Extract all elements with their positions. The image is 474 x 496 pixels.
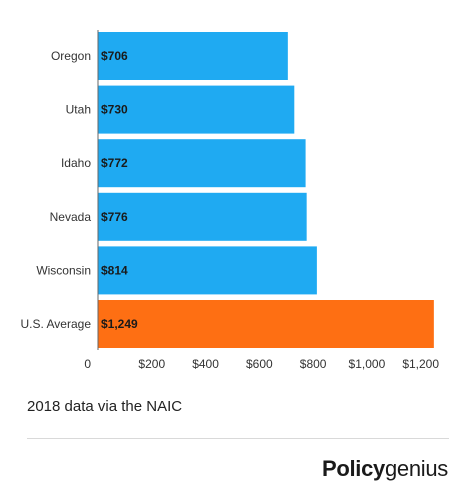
category-label: U.S. Average [21,317,92,331]
category-label: Oregon [51,49,91,63]
value-label: $814 [101,263,128,277]
x-tick-label: $200 [138,357,165,371]
category-label: Utah [66,103,91,117]
bar-nevada [98,192,307,241]
logo-part-genius: genius [384,456,448,481]
value-label: $772 [101,156,128,170]
category-label: Nevada [50,210,92,224]
bar-wisconsin [98,246,317,295]
footer-divider [27,438,449,439]
category-label: Wisconsin [36,263,91,277]
bar-chart: Oregon $706 Utah $730 Idaho $772 Nevada $776 Wis… [21,30,439,371]
policygenius-logo: Policygenius [322,456,448,482]
category-label: Idaho [61,156,91,170]
value-label: $776 [101,210,128,224]
x-tick-label: $800 [300,357,327,371]
value-label: $1,249 [101,317,138,331]
x-tick-label: 0 [84,357,91,371]
x-tick-label: $600 [246,357,273,371]
bar-u-s-average [98,300,434,348]
bar-oregon [98,32,288,80]
bar-utah [98,85,295,134]
x-tick-label: $1,000 [349,357,386,371]
value-label: $706 [101,49,128,63]
x-tick-label: $400 [192,357,219,371]
value-label: $730 [101,103,128,117]
source-note: 2018 data via the NAIC [27,398,183,415]
bar-idaho [98,139,306,188]
logo-part-policy: Policy [321,456,385,481]
x-tick-label: $1,200 [402,357,439,371]
